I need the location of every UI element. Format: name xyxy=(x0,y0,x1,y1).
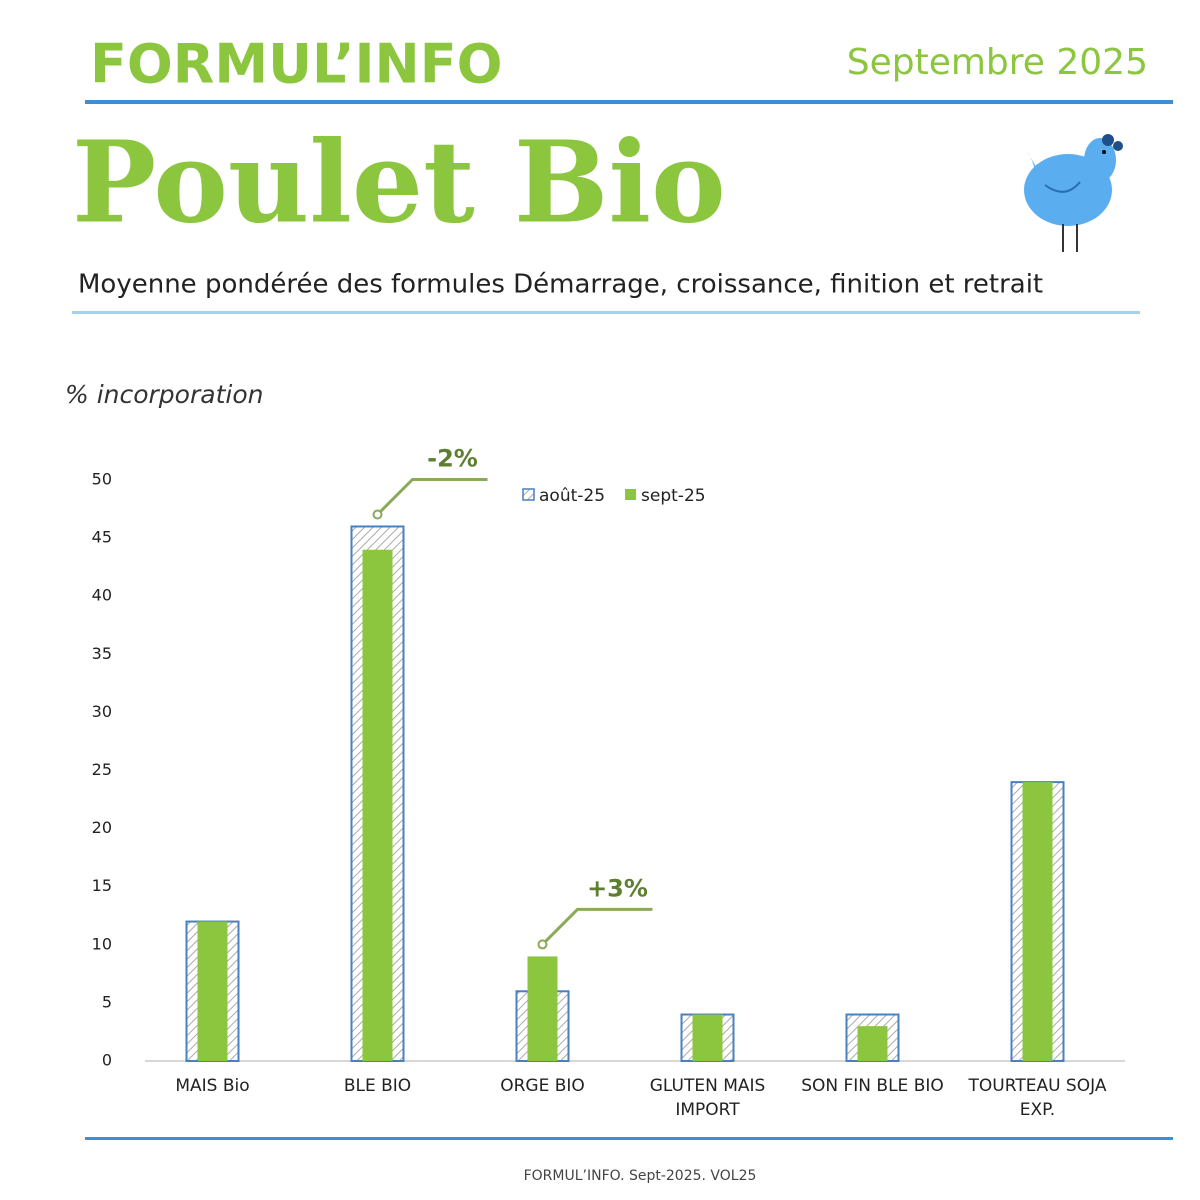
footer-rule xyxy=(85,1137,1173,1140)
y-tick-label: 10 xyxy=(92,934,112,953)
x-tick-label: BLE BIO xyxy=(343,1076,412,1096)
header-rule xyxy=(85,100,1173,104)
x-tick-label: SON FIN BLE BIO xyxy=(801,1076,944,1096)
y-tick-label: 50 xyxy=(92,470,112,489)
y-tick-label: 25 xyxy=(92,760,112,779)
footer: FORMUL’INFO. Sept-2025. VOL25 xyxy=(524,1168,757,1184)
subtitle-rule xyxy=(72,311,1140,314)
x-tick-label: ORGE BIO xyxy=(500,1076,585,1096)
annotation-dot xyxy=(372,509,383,520)
annotation-leader xyxy=(376,477,488,516)
y-tick-label: 40 xyxy=(92,586,112,605)
annotation-leader xyxy=(541,907,653,946)
annotation-dot xyxy=(537,939,548,950)
annotation: -2% xyxy=(427,444,478,472)
title: Poulet Bio xyxy=(72,117,726,248)
legend-label: sept-25 xyxy=(641,486,706,506)
chicken-icon xyxy=(1024,134,1123,252)
bar xyxy=(692,1014,723,1061)
x-tick-label: MAIS Bio xyxy=(175,1076,250,1096)
y-tick-label: 5 xyxy=(102,992,112,1011)
bar xyxy=(1022,782,1053,1061)
legend-label: août-25 xyxy=(539,486,605,506)
brand: FORMUL’INFO xyxy=(90,33,503,96)
date: Septembre 2025 xyxy=(847,42,1148,83)
y-axis-label: % incorporation xyxy=(65,380,263,409)
legend-swatch xyxy=(522,488,535,501)
bar xyxy=(857,1026,888,1061)
y-tick-label: 30 xyxy=(92,702,112,721)
bar xyxy=(527,956,558,1061)
y-tick-label: 15 xyxy=(92,876,112,895)
x-tick-label: GLUTEN MAIS IMPORT xyxy=(649,1076,766,1120)
y-tick-label: 35 xyxy=(92,644,112,663)
bar xyxy=(197,921,228,1061)
y-tick-label: 45 xyxy=(92,528,112,547)
bar xyxy=(362,549,393,1061)
legend-swatch xyxy=(625,489,637,500)
y-tick-label: 20 xyxy=(92,818,112,837)
annotation: +3% xyxy=(587,874,648,902)
y-tick-label: 0 xyxy=(102,1051,112,1070)
x-tick-label: TOURTEAU SOJA EXP. xyxy=(968,1076,1107,1120)
subtitle: Moyenne pondérée des formules Démarrage,… xyxy=(78,270,1043,300)
